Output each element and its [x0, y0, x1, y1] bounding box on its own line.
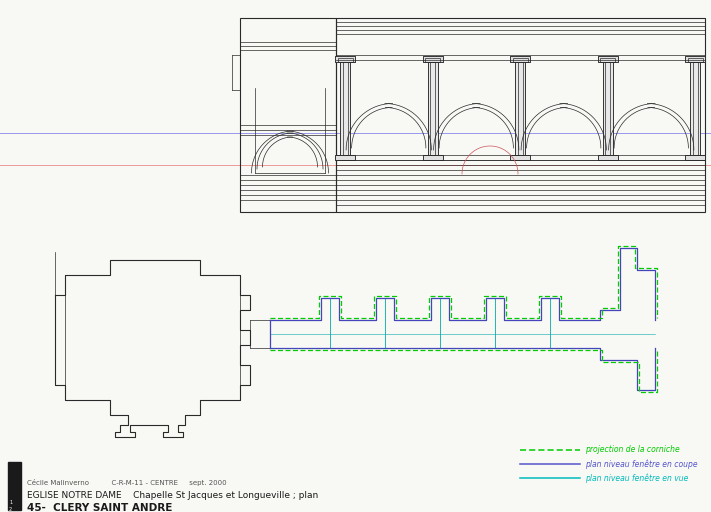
- Text: projection de la corniche: projection de la corniche: [585, 445, 680, 455]
- Polygon shape: [685, 155, 705, 160]
- Polygon shape: [602, 62, 612, 158]
- Polygon shape: [422, 56, 442, 62]
- Polygon shape: [340, 62, 350, 158]
- Text: Cécile Malinverno          C-R-M-11 - CENTRE     sept. 2000: Cécile Malinverno C-R-M-11 - CENTRE sept…: [27, 479, 227, 486]
- Text: plan niveau fenêtre en coupe: plan niveau fenêtre en coupe: [585, 459, 697, 469]
- Polygon shape: [335, 56, 355, 62]
- Text: EGLISE NOTRE DAME    Chapelle St Jacques et Longueville ; plan: EGLISE NOTRE DAME Chapelle St Jacques et…: [27, 491, 319, 500]
- Text: 45-  CLERY SAINT ANDRE: 45- CLERY SAINT ANDRE: [27, 503, 172, 512]
- Polygon shape: [510, 56, 530, 62]
- Polygon shape: [515, 62, 525, 158]
- Polygon shape: [335, 155, 355, 160]
- Text: plan niveau fenêtre en vue: plan niveau fenêtre en vue: [585, 473, 688, 483]
- Polygon shape: [597, 56, 617, 62]
- Polygon shape: [597, 155, 617, 160]
- Polygon shape: [510, 155, 530, 160]
- Text: 1
2
3
4: 1 2 3 4: [9, 500, 12, 512]
- Bar: [8, 462, 21, 510]
- Polygon shape: [690, 62, 700, 158]
- Polygon shape: [685, 56, 705, 62]
- Polygon shape: [422, 155, 442, 160]
- Polygon shape: [427, 62, 437, 158]
